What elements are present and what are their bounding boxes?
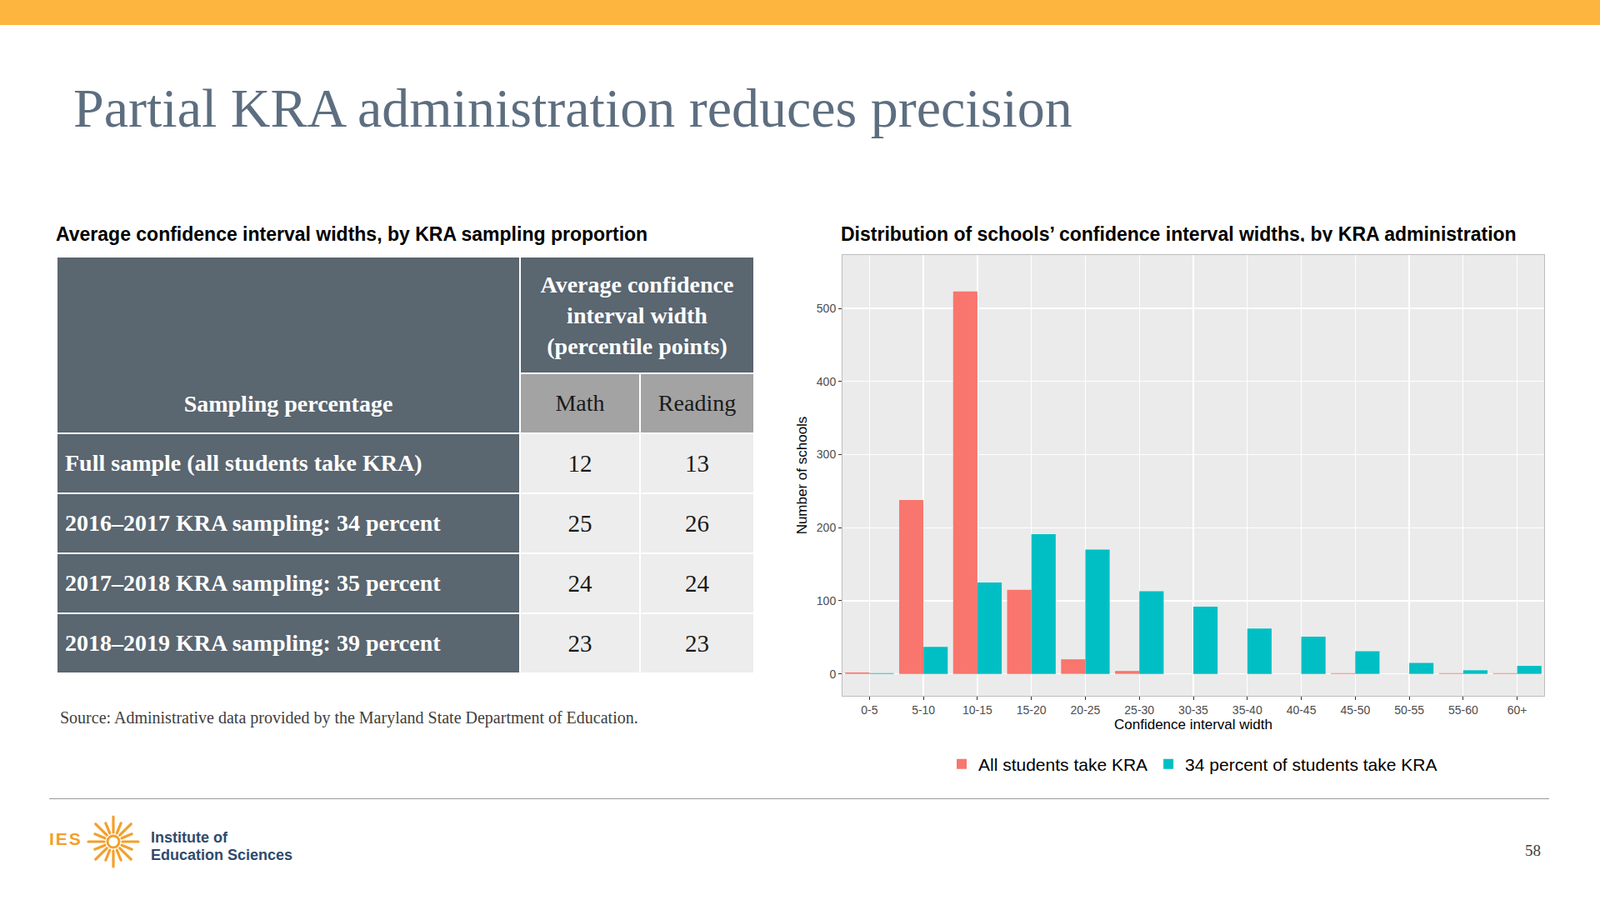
svg-text:50-55: 50-55 — [1394, 703, 1425, 717]
html-text:Average confidence: Average confidence — [540, 271, 734, 298]
html-text:13: 13 — [685, 449, 710, 477]
html-text:Partial KRA administration red: Partial KRA administration reduces preci… — [73, 77, 1073, 139]
svg-text:30-35: 30-35 — [1178, 703, 1209, 717]
svg-text:10-15: 10-15 — [962, 703, 993, 717]
html-text:2016–2017 KRA sampling: 34 per: 2016–2017 KRA sampling: 34 percent — [65, 510, 441, 536]
svg-text:60+: 60+ — [1507, 703, 1528, 717]
svg-text:15-20: 15-20 — [1016, 703, 1047, 717]
svg-text:200: 200 — [816, 520, 837, 535]
html-text:Sampling percentage: Sampling percentage — [183, 390, 393, 417]
svg-text:55-60: 55-60 — [1448, 703, 1479, 717]
svg-text:40-45: 40-45 — [1286, 703, 1317, 717]
html-text:26: 26 — [685, 509, 710, 537]
svg-text:45-50: 45-50 — [1340, 703, 1370, 717]
html-text:Average confidence interval wi: Average confidence interval widths, by K… — [55, 223, 648, 245]
html-text:Education Sciences: Education Sciences — [150, 846, 293, 864]
svg-text:500: 500 — [816, 301, 837, 315]
svg-text:20-25: 20-25 — [1070, 703, 1101, 717]
html-text:Math: Math — [555, 390, 605, 416]
html-text:Distribution of schools’ confi: Distribution of schools’ confidence inte… — [840, 223, 1517, 245]
html-text:24: 24 — [685, 569, 710, 597]
html-text:Reading: Reading — [658, 390, 736, 416]
html-text:12: 12 — [567, 449, 593, 477]
svg-text:All students take KRA: All students take KRA — [978, 755, 1148, 775]
svg-text:25-30: 25-30 — [1124, 703, 1155, 717]
svg-text:Number of schools: Number of schools — [794, 416, 810, 535]
svg-text:400: 400 — [816, 375, 837, 389]
html-text:2018–2019 KRA sampling: 39 per: 2018–2019 KRA sampling: 39 percent — [65, 630, 441, 656]
html-text:IES: IES — [49, 829, 83, 849]
html-text:Source: Administrative data pr: Source: Administrative data provided by … — [60, 708, 639, 727]
svg-text:0-5: 0-5 — [860, 703, 878, 717]
html-text:25: 25 — [567, 509, 593, 537]
html-text:(percentile points): (percentile points) — [546, 332, 728, 359]
svg-text:0: 0 — [829, 667, 836, 681]
svg-text:300: 300 — [816, 447, 837, 461]
html-text:Full sample (all students take: Full sample (all students take KRA) — [65, 450, 423, 476]
html-text:interval width: interval width — [566, 302, 708, 328]
svg-text:34 percent of students take KR: 34 percent of students take KRA — [1185, 755, 1437, 775]
html-text:58: 58 — [1525, 841, 1541, 860]
html-text:2017–2018 KRA sampling: 35 per: 2017–2018 KRA sampling: 35 percent — [65, 570, 441, 596]
html-text:23: 23 — [685, 629, 710, 657]
svg-text:Confidence interval width: Confidence interval width — [1114, 716, 1273, 733]
svg-text:5-10: 5-10 — [911, 703, 935, 717]
html-text:23: 23 — [567, 629, 593, 657]
html-text:Institute of: Institute of — [150, 829, 228, 846]
svg-text:35-40: 35-40 — [1232, 703, 1263, 717]
svg-text:100: 100 — [816, 594, 837, 608]
html-text:24: 24 — [567, 569, 593, 597]
